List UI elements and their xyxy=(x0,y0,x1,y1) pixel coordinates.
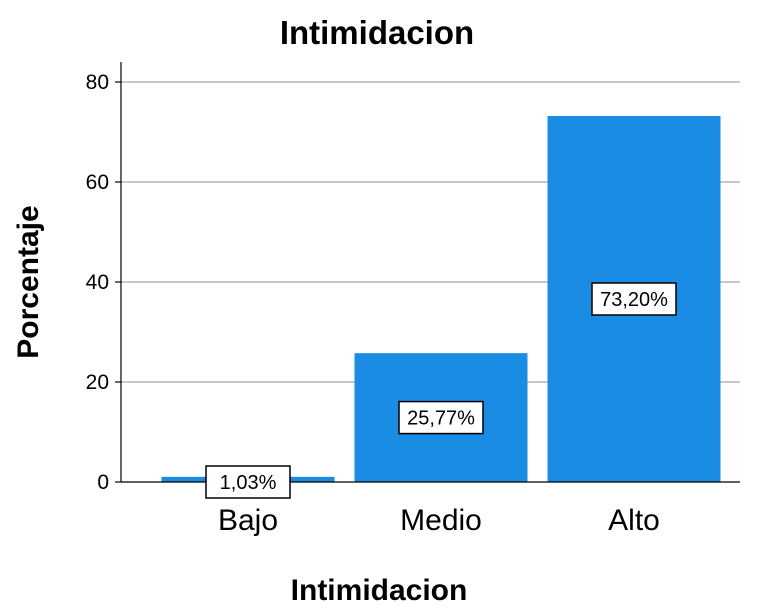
y-tick-label: 80 xyxy=(86,71,109,94)
data-labels: 1,03% 25,77% 73,20% xyxy=(205,282,677,499)
x-tick-label: Medio xyxy=(400,504,482,537)
x-axis-title: Intimidacion xyxy=(291,574,468,607)
data-label-text: 25,77% xyxy=(407,408,475,430)
data-label-bajo: 1,03% xyxy=(205,465,291,499)
x-axis-ticks: Bajo Medio Alto xyxy=(218,504,660,537)
data-label-text: 73,20% xyxy=(600,289,668,311)
y-tick-label: 60 xyxy=(86,171,109,194)
data-label-text: 1,03% xyxy=(220,472,277,494)
x-tick-label: Bajo xyxy=(218,504,278,537)
y-axis-ticks: 0 20 40 60 80 xyxy=(86,71,121,494)
data-label-box xyxy=(398,400,484,435)
data-label-box xyxy=(591,282,677,316)
y-tick-label: 40 xyxy=(86,271,109,294)
data-label-medio: 25,77% xyxy=(398,400,484,435)
data-label-alto: 73,20% xyxy=(591,282,677,316)
y-tick-label: 20 xyxy=(86,371,109,394)
x-tick-label: Alto xyxy=(608,504,660,537)
y-axis-title: Porcentaje xyxy=(12,205,45,358)
y-tick-label: 0 xyxy=(97,471,109,494)
data-label-box xyxy=(205,465,291,499)
chart-title: Intimidacion xyxy=(280,14,474,51)
